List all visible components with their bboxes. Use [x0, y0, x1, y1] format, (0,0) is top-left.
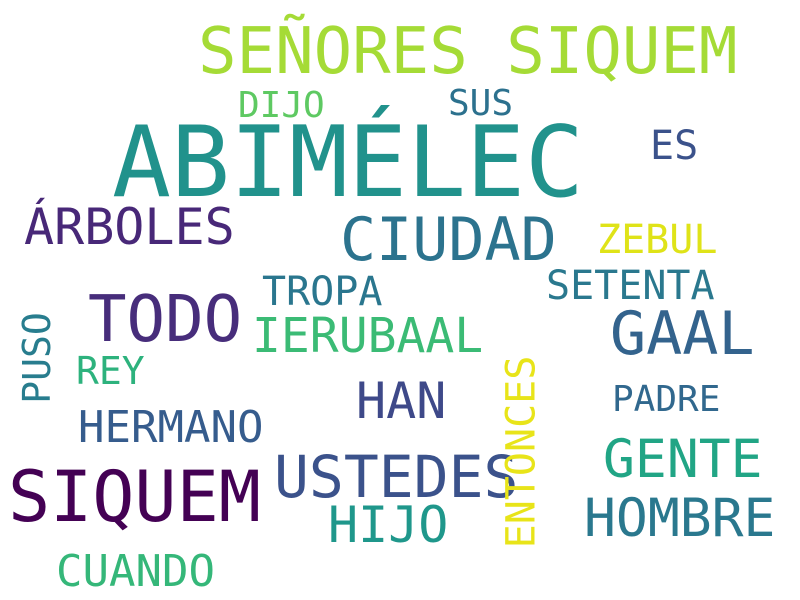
word-hijo: HIJO [328, 496, 449, 554]
word-han: HAN [356, 372, 447, 430]
word-padre: PADRE [612, 379, 721, 420]
word-zebul: ZEBUL [597, 217, 718, 263]
word-cuando: CUANDO [56, 546, 215, 597]
word-todo: TODO [88, 283, 243, 357]
word-ierubaal: IERUBAAL [252, 308, 484, 364]
word-es: ES [650, 123, 699, 169]
word-gente: GENTE [603, 429, 763, 490]
word-arboles: ÁRBOLES [24, 198, 235, 256]
word-ustedes: USTEDES [274, 443, 519, 511]
word-entonces: ENTONCES [498, 355, 545, 549]
word-sus: SUS [448, 83, 514, 124]
word-abimelec: ABIMÉLEC [112, 106, 585, 220]
word-setenta: SETENTA [546, 263, 715, 309]
word-puso: PUSO [14, 312, 59, 404]
word-tropa: TROPA [262, 269, 383, 315]
word-hombre: HOMBRE [584, 488, 776, 549]
word-senores-siquem: SEÑORES SIQUEM [198, 15, 738, 89]
word-siquem: SIQUEM [8, 456, 261, 538]
word-ciudad: CIUDAD [340, 205, 557, 275]
word-gaal: GAAL [610, 299, 755, 369]
word-rey: REY [76, 349, 145, 393]
word-dijo: DIJO [238, 85, 325, 126]
word-hermano: HERMANO [78, 402, 264, 453]
